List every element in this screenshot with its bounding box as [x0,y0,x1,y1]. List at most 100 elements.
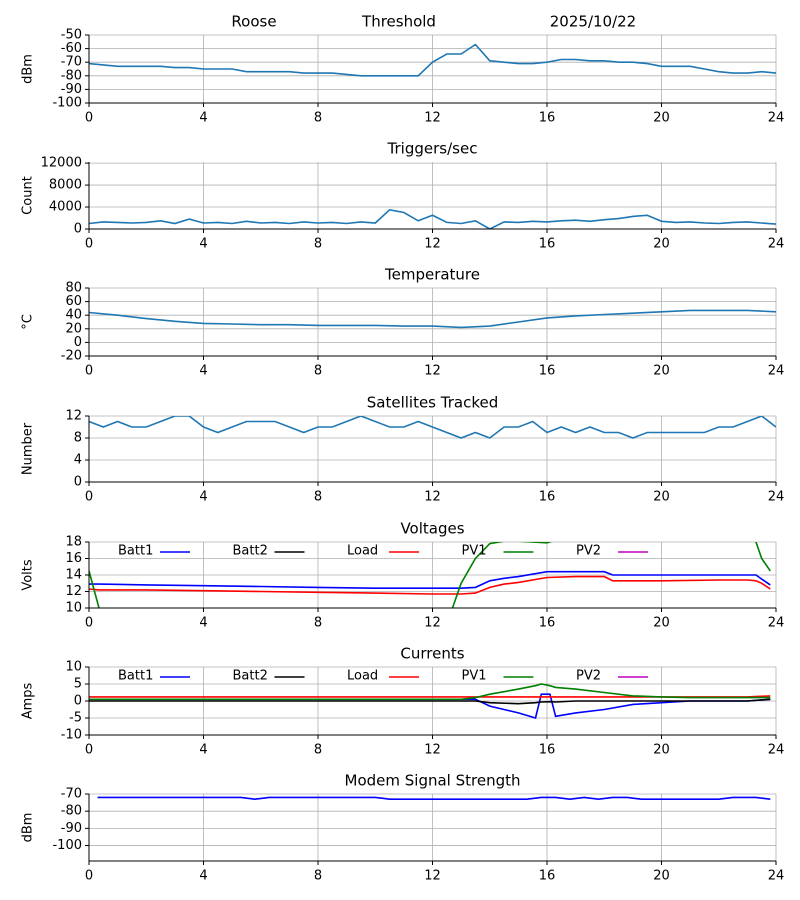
x-tick-label: 4 [199,364,207,379]
x-tick-label: 8 [314,111,322,126]
x-tick-label: 20 [653,364,670,379]
x-tick-label: 24 [768,616,785,631]
x-tick-label: 4 [199,869,207,884]
x-tick-label: 16 [539,364,556,379]
x-tick-label: 4 [199,616,207,631]
y-tick-label: 0 [74,475,82,490]
y-tick-label: 14 [65,568,82,583]
panel: 0 4000 8000 12000 0 4 8 12 16 20 24 Triggers/sec Cou… [21,140,785,252]
data-line [89,575,771,595]
chart-title: Triggers/sec [387,140,478,158]
y-tick-label: -60 [61,41,82,56]
y-axis-label: Amps [21,682,36,719]
y-axis-label: dBm [21,54,36,84]
x-tick-label: 12 [424,743,441,758]
x-tick-label: 0 [85,490,93,505]
x-tick-label: 16 [539,869,556,884]
legend-label: Batt1 [118,669,153,684]
y-axis-label: Count [21,176,36,215]
x-tick-label: 12 [424,869,441,884]
chart-title: Currents [400,645,464,663]
y-tick-label: 16 [65,551,82,566]
y-tick-label: 0 [74,222,82,237]
data-line [89,570,771,589]
y-tick-label: 0 [74,335,82,350]
y-tick-label: 80 [65,281,82,296]
legend-label: PV1 [462,669,487,684]
y-tick-label: 4 [74,453,82,468]
chart-title: Voltages [400,520,464,538]
chart-title: Threshold [361,13,436,31]
chart-title: Temperature [384,266,480,284]
x-tick-label: 0 [85,237,93,252]
x-tick-label: 4 [199,490,207,505]
chart-title: Satellites Tracked [367,394,498,412]
x-tick-label: 16 [539,490,556,505]
x-tick-label: 20 [653,237,670,252]
legend-label: PV2 [576,544,601,559]
x-tick-label: 12 [424,364,441,379]
x-tick-label: 8 [314,743,322,758]
x-tick-label: 12 [424,490,441,505]
y-tick-label: -70 [61,787,82,802]
y-tick-label: 12 [65,409,82,424]
legend-label: Batt2 [233,544,268,559]
y-tick-label: 0 [74,694,82,709]
y-tick-label: 8 [74,431,82,446]
legend-label: Load [347,669,378,684]
x-tick-label: 24 [768,111,785,126]
y-tick-label: -70 [61,55,82,70]
x-tick-label: 12 [424,237,441,252]
x-tick-label: 20 [653,111,670,126]
x-tick-label: 4 [199,743,207,758]
x-tick-label: 8 [314,490,322,505]
y-tick-label: -100 [52,96,82,111]
chart-title-left: Roose [231,13,276,31]
y-tick-label: 12 [65,584,82,599]
y-tick-label: -90 [61,821,82,836]
x-tick-label: 4 [199,111,207,126]
x-tick-label: 4 [199,237,207,252]
x-tick-label: 12 [424,111,441,126]
x-tick-label: 8 [314,364,322,379]
x-tick-label: 0 [85,364,93,379]
x-tick-label: 12 [424,616,441,631]
data-line [89,542,771,608]
y-tick-label: -10 [61,728,82,743]
y-tick-label: 60 [65,294,82,309]
y-tick-label: -100 [52,838,82,853]
x-tick-label: 0 [85,743,93,758]
x-tick-label: 16 [539,237,556,252]
chart-title: Modem Signal Strength [345,772,521,790]
y-tick-label: 10 [65,601,82,616]
x-tick-label: 20 [653,490,670,505]
x-tick-label: 16 [539,743,556,758]
y-tick-label: 10 [65,660,82,675]
data-line [89,683,771,701]
y-tick-label: 5 [74,677,82,692]
chart-title-right: 2025/10/22 [550,13,636,31]
x-tick-label: 24 [768,869,785,884]
legend-label: Batt1 [118,544,153,559]
data-line [89,416,776,439]
panel: -70 -80 -90 -100 0 4 8 12 16 20 24 Modem Signal Str… [21,772,785,884]
panel: -10 -5 0 5 10 0 4 8 12 16 20 24 Currents Amps Batt1 Bat… [21,645,785,758]
x-tick-label: 24 [768,364,785,379]
y-tick-label: -50 [61,28,82,43]
x-tick-label: 20 [653,743,670,758]
y-axis-label: Number [21,422,36,475]
y-tick-label: -5 [69,711,82,726]
data-line [97,796,771,801]
x-tick-label: 8 [314,869,322,884]
x-tick-label: 0 [85,616,93,631]
y-axis-label: Volts [21,559,36,591]
data-line [89,43,776,77]
data-line [89,208,776,229]
y-tick-label: 12000 [41,156,82,171]
x-tick-label: 8 [314,616,322,631]
y-tick-label: -20 [61,349,82,364]
y-tick-label: 18 [65,535,82,550]
